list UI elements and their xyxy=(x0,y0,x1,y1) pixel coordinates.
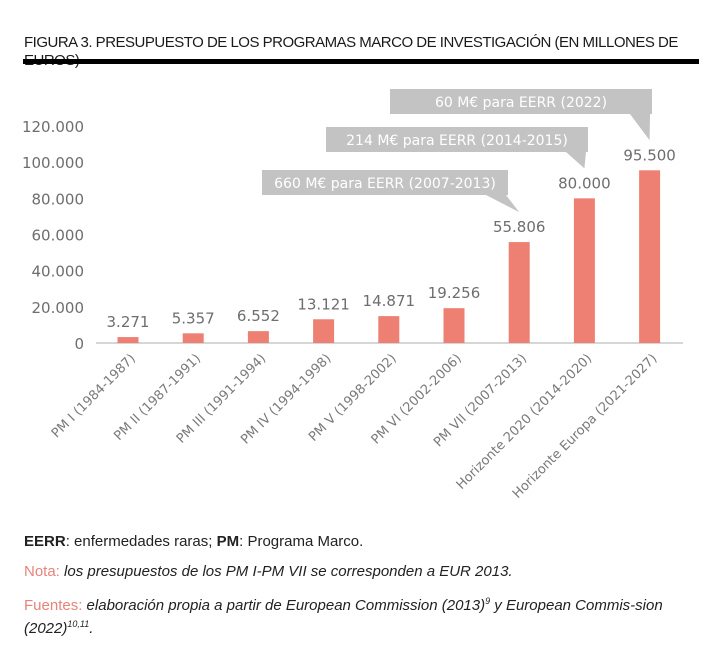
category-label: Horizonte Europa (2021-2027) xyxy=(510,351,660,501)
bar-value-label: 14.871 xyxy=(363,292,416,310)
abbr-text-pm: : Programa Marco. xyxy=(239,533,364,550)
y-tick-label: 100.000 xyxy=(22,154,84,172)
bar-value-label: 13.121 xyxy=(297,295,350,313)
y-tick-label: 20.000 xyxy=(32,299,85,317)
nota-text: los presupuestos de los PM I-PM VII se c… xyxy=(64,563,513,580)
fuentes-text-2: y European Commis-sion (2022) xyxy=(24,597,663,637)
bar xyxy=(117,337,139,343)
nota-label: Nota: xyxy=(24,563,60,580)
y-tick-label: 120.000 xyxy=(22,118,84,136)
bar-value-label: 95.500 xyxy=(623,146,676,164)
bar-value-label: 3.271 xyxy=(107,313,150,331)
fuentes-text-1: elaboración propia a partir de European … xyxy=(86,597,486,614)
y-tick-label: 0 xyxy=(74,335,84,353)
abbr-key-eerr: EERR xyxy=(24,533,66,550)
bar-value-label: 6.552 xyxy=(237,307,280,325)
bar xyxy=(182,333,204,343)
bar xyxy=(639,170,661,343)
bar xyxy=(573,198,595,343)
annotation-callout xyxy=(390,89,652,141)
y-tick-label: 40.000 xyxy=(32,263,85,281)
abbreviations-note: EERR: enfermedades raras; PM: Programa M… xyxy=(24,532,696,551)
abbr-text-eerr: : enfermedades raras; xyxy=(65,533,217,550)
category-label: Horizonte 2020 (2014-2020) xyxy=(454,351,596,493)
y-axis-ticks: 0 20.000 40.000 60.000 80.000 100.000 120.000 xyxy=(22,118,84,353)
bars xyxy=(117,170,661,343)
bar xyxy=(247,331,269,343)
value-labels: 3.271 5.357 6.552 13.121 14.871 19.256 55.806 8… xyxy=(107,146,676,331)
fuentes-ref-2: 10,11 xyxy=(67,619,90,629)
category-labels: PM I (1984-1987)PM II (1987-1991)PM III … xyxy=(49,351,661,501)
bar xyxy=(508,242,530,343)
nota: Nota: los presupuestos de los PM I-PM VI… xyxy=(24,562,696,581)
bar-value-label: 80.000 xyxy=(558,174,611,192)
bar-value-label: 19.256 xyxy=(428,284,481,302)
fuentes-ref-1: 9 xyxy=(485,596,491,606)
bar xyxy=(378,316,400,343)
bar-value-label: 5.357 xyxy=(172,309,215,327)
y-tick-label: 60.000 xyxy=(32,227,85,245)
fuentes-text-3: . xyxy=(89,620,94,637)
annotation-callout xyxy=(262,170,520,213)
abbr-key-pm: PM xyxy=(216,533,240,550)
figure-notes: EERR: enfermedades raras; PM: Programa M… xyxy=(24,532,696,649)
bar-value-label: 55.806 xyxy=(493,218,546,236)
annotations: 660 M€ para EERR (2007-2013) 214 M€ para … xyxy=(262,89,652,213)
bar xyxy=(443,308,465,343)
annotation-callout xyxy=(326,127,588,169)
annotation-text: 214 M€ para EERR (2014-2015) xyxy=(346,133,568,149)
annotation-text: 60 M€ para EERR (2022) xyxy=(435,95,607,111)
bar xyxy=(313,319,335,343)
title-rule xyxy=(23,59,699,64)
annotation-text: 660 M€ para EERR (2007-2013) xyxy=(274,176,496,192)
fuentes: Fuentes: elaboración propia a partir de … xyxy=(24,592,696,638)
fuentes-label: Fuentes: xyxy=(24,597,83,614)
bar-chart: 020.00040.00060.00080.000100.000120.000 … xyxy=(22,89,683,502)
y-tick-label: 80.000 xyxy=(32,190,85,208)
